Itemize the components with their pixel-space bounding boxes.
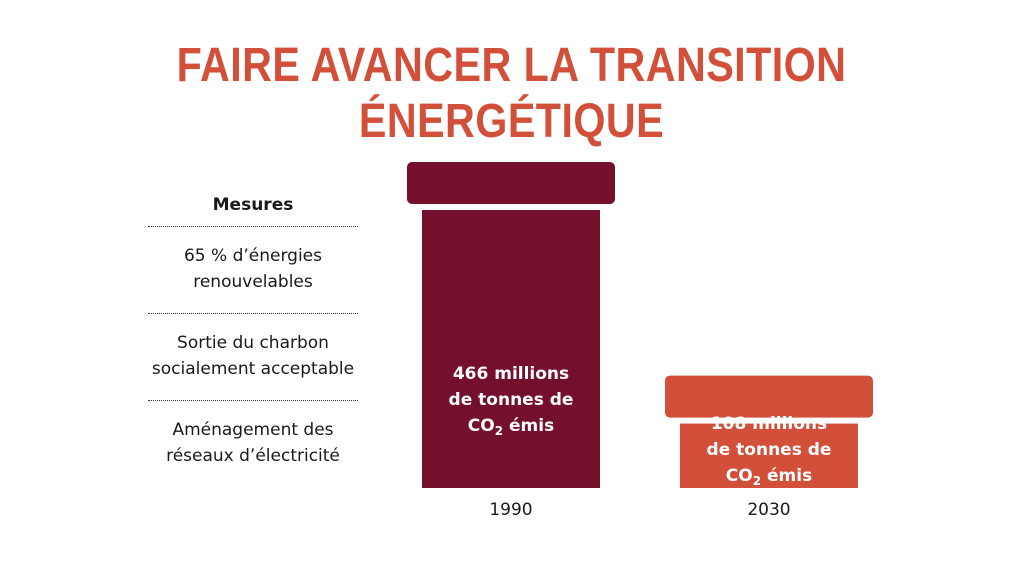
- bar-1990: [422, 210, 600, 488]
- measure-text: Sortie du charbon: [177, 333, 329, 353]
- bar-label-2030: CO2 émis: [726, 466, 812, 488]
- bar-label-1990: de tonnes de: [449, 390, 574, 410]
- bar-label-2030: 108 millions: [711, 414, 827, 434]
- measure-text: socialement acceptable: [151, 359, 355, 379]
- bar-label-2030: de tonnes de: [707, 440, 832, 460]
- measures-heading: Mesures: [212, 195, 294, 215]
- measures-list: Mesures 65 % d’énergies renouvelables So…: [148, 190, 358, 481]
- bar-label-1990: 466 millions: [453, 364, 569, 384]
- bar-2030: [680, 423, 858, 488]
- measure-text: renouvelables: [193, 272, 313, 292]
- page-title: FAIRE AVANCER LA TRANSITION ÉNERGÉTIQUE: [176, 39, 847, 148]
- measure-text: Aménagement des: [172, 420, 334, 440]
- measure-item: 65 % d’énergies renouvelables: [148, 233, 358, 307]
- measure-item: Aménagement des réseaux d’électricité: [148, 407, 358, 481]
- bar-label-1990: CO2 émis: [468, 416, 554, 438]
- x-tick-label-2030: 2030: [747, 500, 790, 520]
- measure-text: 65 % d’énergies: [183, 246, 322, 266]
- divider: [148, 313, 358, 314]
- x-tick-label-1990: 1990: [489, 500, 532, 520]
- divider: [148, 226, 358, 227]
- bar-cap-1990: [407, 162, 615, 204]
- divider: [148, 400, 358, 401]
- measure-item: Sortie du charbon socialement acceptable: [148, 320, 358, 394]
- bar-cap-2030: [665, 375, 873, 418]
- measure-text: réseaux d’électricité: [166, 446, 340, 466]
